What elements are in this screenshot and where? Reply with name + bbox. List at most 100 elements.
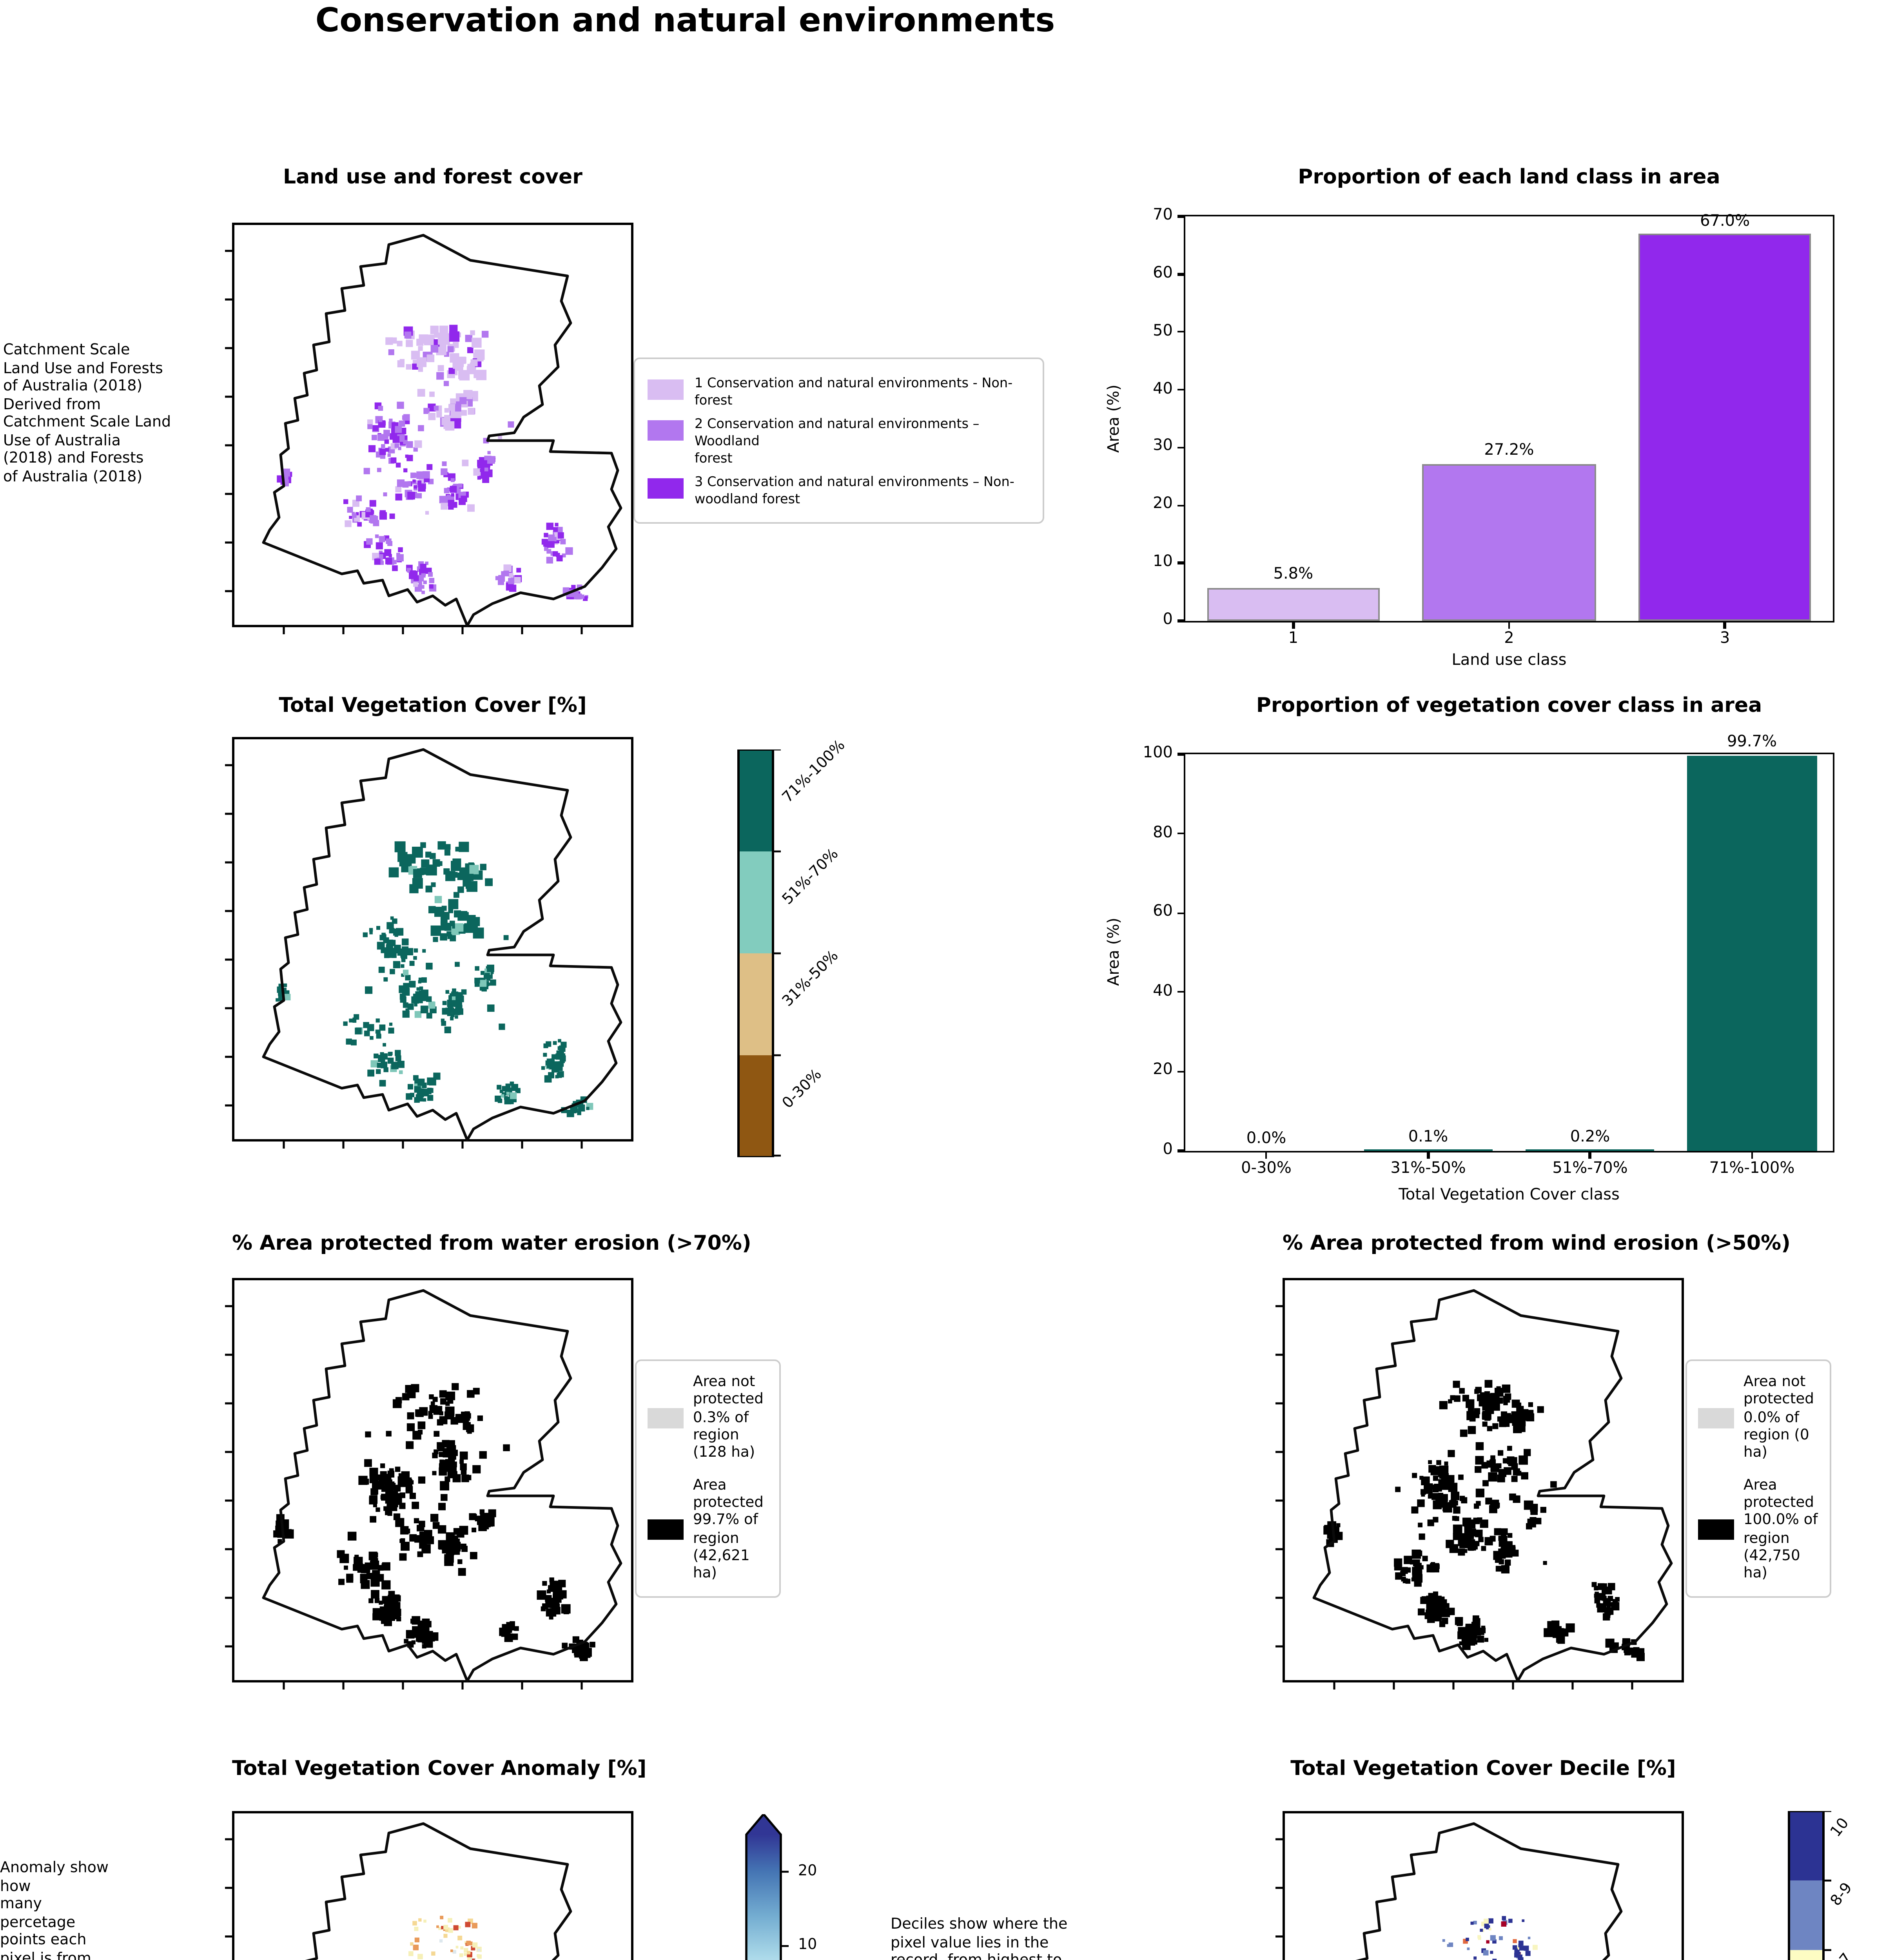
ytick-mark <box>1177 388 1184 391</box>
legend-label: Area protected 99.7% of region (42,621 h… <box>693 1476 764 1583</box>
vegcover-colorbar-scale <box>737 748 781 1158</box>
legend-swatch-class1 <box>648 379 684 400</box>
xtick-label: 31%-50% <box>1390 1160 1466 1178</box>
legend-item: Area protected 100.0% of region (42,750 … <box>1698 1477 1819 1583</box>
map-axis-ticks <box>225 1838 232 1938</box>
legend-swatch-protected <box>648 1519 684 1540</box>
legend-label: 1 Conservation and natural environments … <box>695 375 1013 408</box>
bar <box>1363 1150 1493 1151</box>
decile-colorbar-scale <box>1788 1810 1831 1960</box>
landclass-chart-title: Proportion of each land class in area <box>1298 166 1720 190</box>
water-erosion-legend: Area not protected 0.3% of region (128 h… <box>635 1359 781 1597</box>
legend-swatch-class2 <box>648 420 684 441</box>
map-pixels <box>1442 1916 1538 1960</box>
ytick-mark <box>1177 331 1184 333</box>
ytick-mark <box>1177 620 1184 622</box>
xtick-mark <box>1589 1151 1591 1158</box>
map-frame <box>232 223 633 627</box>
ytick-mark <box>1177 504 1184 506</box>
ytick-mark <box>1177 273 1184 276</box>
xtick-mark <box>1724 621 1726 628</box>
anom-tick-label: 10 <box>798 1936 817 1954</box>
legend-item: 1 Conservation and natural environments … <box>648 375 1030 409</box>
landuse-map-title: Land use and forest cover <box>283 166 582 190</box>
ytick-label: 0 <box>1163 1142 1173 1159</box>
legend-swatch-class3 <box>648 477 684 498</box>
bar <box>1525 1150 1655 1151</box>
bar <box>1422 464 1596 621</box>
map-frame <box>232 1278 633 1682</box>
xtick-mark <box>1508 621 1510 628</box>
ytick-mark <box>1177 215 1184 218</box>
vegclass-chart-xlabel: Total Vegetation Cover class <box>1399 1187 1620 1204</box>
ytick-mark <box>1177 832 1184 835</box>
bar-label: 27.2% <box>1484 442 1534 460</box>
landuse-map-canvas <box>225 223 633 634</box>
ytick-label: 50 <box>1153 322 1173 340</box>
bar-label: 5.8% <box>1273 566 1314 584</box>
vegclass-chart-ylabel: Area (%) <box>1106 918 1123 986</box>
xtick-label: 51%-70% <box>1552 1160 1628 1178</box>
ytick-label: 40 <box>1153 983 1173 1000</box>
ytick-label: 60 <box>1153 903 1173 921</box>
bar-label: 99.7% <box>1727 734 1777 752</box>
xtick-label: 2 <box>1504 630 1514 648</box>
map-pixels <box>1323 1380 1645 1661</box>
catchment-outline <box>262 1289 622 1682</box>
anomaly-map-title: Total Vegetation Cover Anomaly [%] <box>232 1758 647 1781</box>
legend-label: Area protected 100.0% of region (42,750 … <box>1743 1476 1818 1583</box>
ytick-mark <box>1177 1070 1184 1073</box>
xtick-label: 1 <box>1288 630 1299 648</box>
vegcover-colorbar-label: 31%-50% <box>779 947 842 1011</box>
ytick-label: 20 <box>1153 1062 1173 1080</box>
map-axis-ticks <box>225 764 583 1149</box>
map-axis-ticks <box>225 1305 583 1690</box>
wind-erosion-legend: Area not protected 0.0% of region (0 ha)… <box>1685 1359 1831 1597</box>
water-erosion-map-title: % Area protected from water erosion (>70… <box>232 1232 751 1256</box>
legend-item: Area not protected 0.3% of region (128 h… <box>648 1374 768 1463</box>
water-erosion-map-canvas <box>225 1278 633 1690</box>
xtick-mark <box>1751 1151 1753 1158</box>
anomaly-colorbar: 20100−10−20 <box>745 1812 886 1960</box>
ytick-mark <box>1177 446 1184 449</box>
map-pixels <box>273 1383 595 1661</box>
vegcover-colorbar-label: 0-30% <box>779 1066 826 1112</box>
vegclass-chart-title: Proportion of vegetation cover class in … <box>1256 695 1762 718</box>
landclass-chart-ylabel: Area (%) <box>1106 385 1123 453</box>
xtick-mark <box>1265 1151 1268 1158</box>
landuse-legend: 1 Conservation and natural environments … <box>633 358 1044 524</box>
map-frame <box>232 1811 633 1960</box>
bar-label: 0.0% <box>1246 1130 1286 1147</box>
ytick-label: 100 <box>1143 745 1173 762</box>
ytick-label: 0 <box>1163 612 1173 629</box>
legend-item: 3 Conservation and natural environments … <box>648 473 1030 507</box>
map-pixels <box>408 1916 482 1960</box>
page-title: Conservation and natural environments <box>315 2 1055 39</box>
decile-map-canvas <box>1275 1811 1684 1960</box>
vegclass-bar-chart: 0 20 40 60 80 100 0.0% 0-30% 0.1% 31%-50% 0.2% 51%-… <box>1143 734 1834 1178</box>
ytick-label: 10 <box>1153 554 1173 571</box>
bar-label: 0.2% <box>1570 1129 1610 1146</box>
xtick-mark <box>1292 621 1295 628</box>
decile-map-title: Total Vegetation Cover Decile [%] <box>1290 1758 1676 1781</box>
map-frame <box>1283 1278 1684 1682</box>
catchment-outline <box>1312 1289 1673 1682</box>
wind-erosion-map-title: % Area protected from wind erosion (>50%… <box>1283 1232 1791 1256</box>
map-frame <box>232 737 633 1142</box>
legend-item: Area not protected 0.0% of region (0 ha) <box>1698 1374 1819 1463</box>
vegcover-colorbar-label: 51%-70% <box>779 846 842 909</box>
bar <box>1638 234 1811 621</box>
xtick-mark <box>1427 1151 1430 1158</box>
legend-swatch-protected <box>1698 1519 1734 1540</box>
ytick-label: 60 <box>1153 265 1173 282</box>
ytick-mark <box>1177 991 1184 993</box>
landclass-bar-chart: 0 10 20 30 40 50 60 70 5.8% 1 27.2% 2 67.0% 3 <box>1153 207 1834 648</box>
ytick-mark <box>1177 1150 1184 1152</box>
catchment-outline <box>1355 1822 1623 1960</box>
map-pixels <box>277 325 588 601</box>
map-axis-ticks <box>1275 1838 1283 1938</box>
catchment-outline <box>305 1822 572 1960</box>
landclass-chart-xlabel: Land use class <box>1451 652 1567 670</box>
legend-label: Area not protected 0.0% of region (0 ha) <box>1743 1374 1814 1462</box>
